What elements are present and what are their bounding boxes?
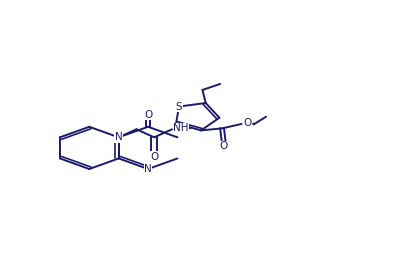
Text: S: S (176, 102, 182, 111)
Text: N: N (115, 132, 123, 142)
Text: O: O (243, 118, 251, 128)
Text: O: O (220, 141, 228, 151)
Text: NH: NH (173, 123, 189, 133)
Text: O: O (150, 152, 158, 162)
Text: O: O (144, 110, 152, 120)
Text: N: N (144, 164, 152, 174)
